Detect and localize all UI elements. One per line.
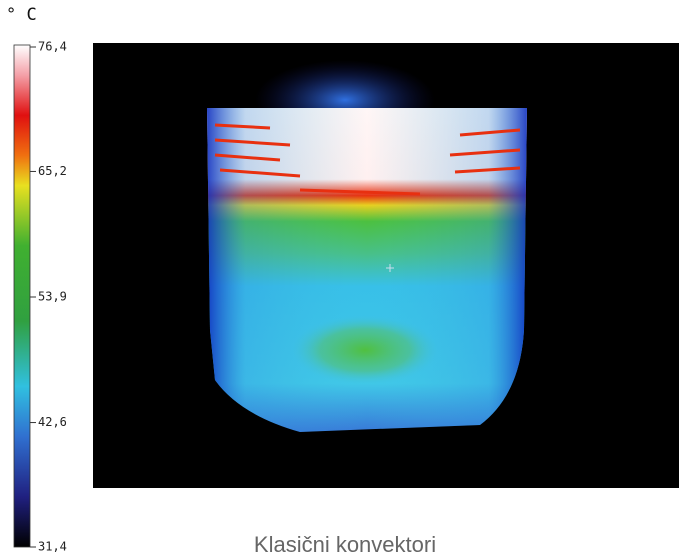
scale-unit: ° C: [6, 5, 37, 25]
tick-label: 65,2: [38, 164, 67, 178]
warm-spot: [290, 315, 440, 385]
convector-edge: [207, 108, 527, 432]
tick-label: 53,9: [38, 290, 67, 304]
caption: Klasični konvektori: [254, 532, 436, 557]
color-scale: [13, 44, 31, 548]
tick-label: 76,4: [38, 40, 67, 54]
tick-label: 42,6: [38, 415, 67, 429]
tick-label: 31,4: [38, 540, 67, 554]
hot-stripes: [214, 123, 521, 196]
